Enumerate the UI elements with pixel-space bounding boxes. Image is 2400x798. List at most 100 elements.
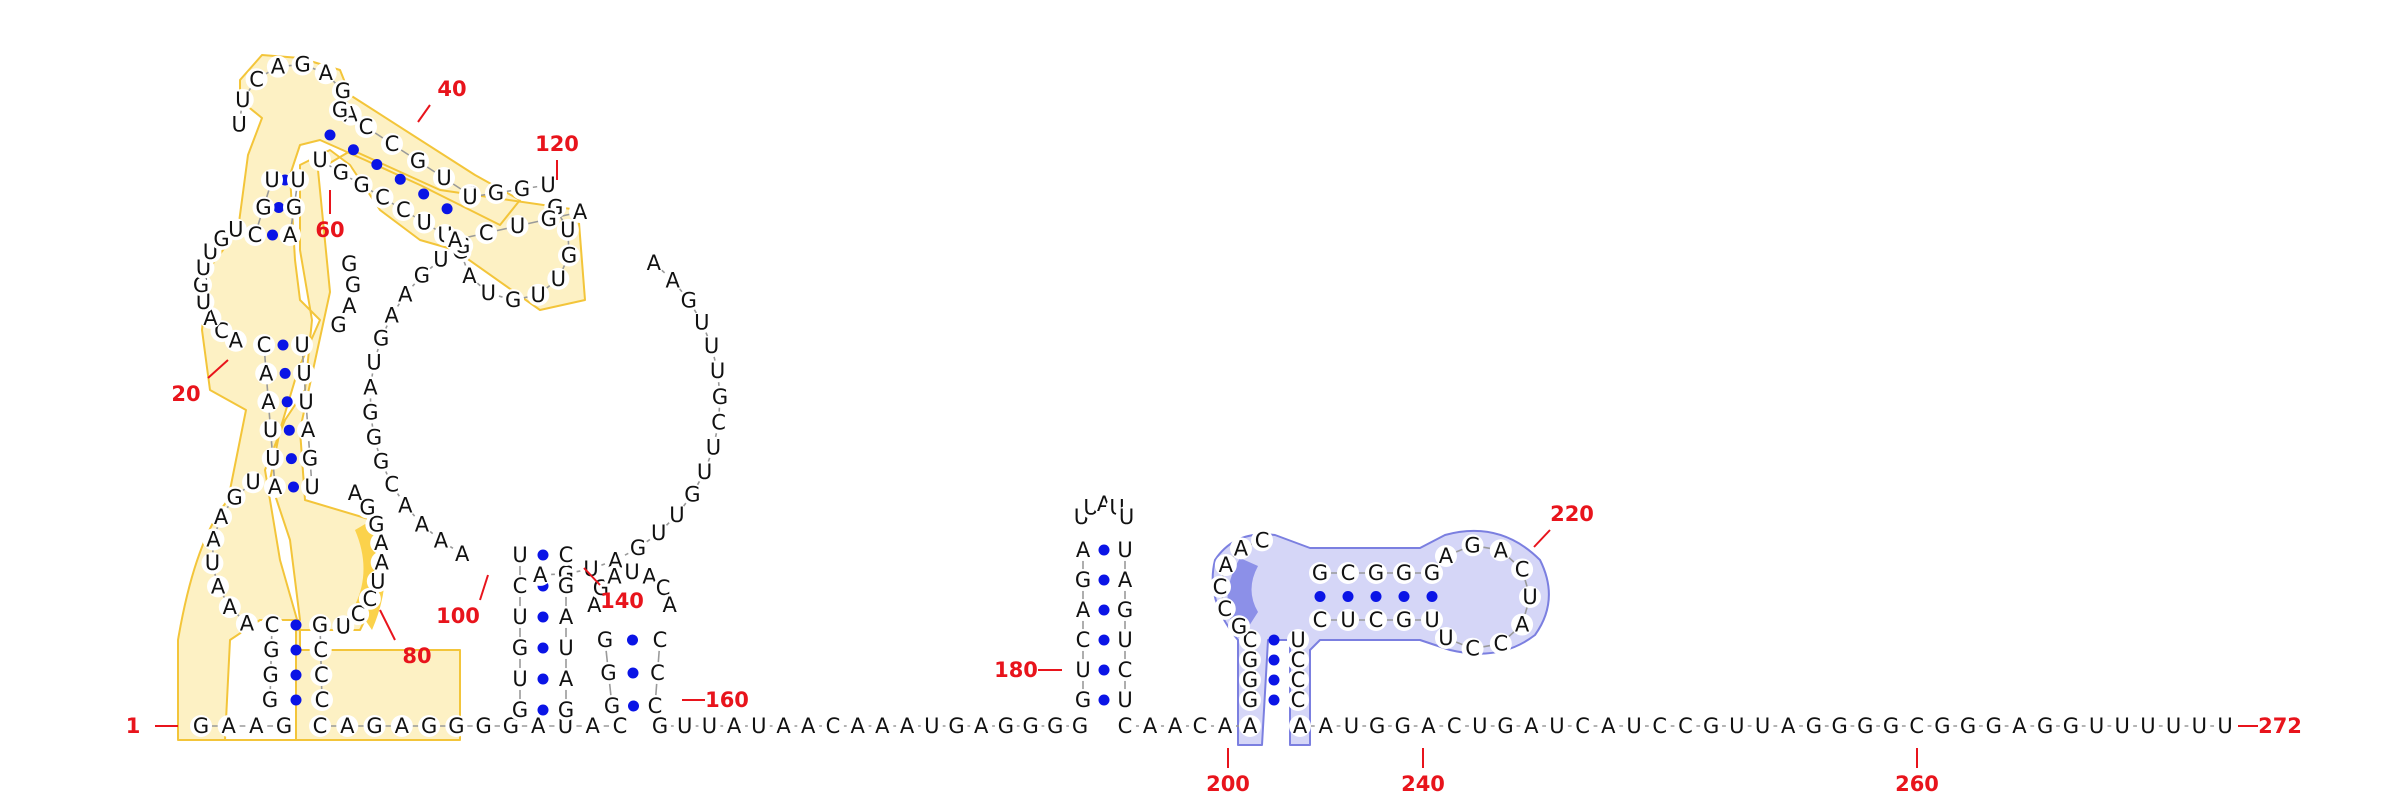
nucleotide-A: A	[221, 714, 236, 738]
nucleotide-A: A	[415, 512, 430, 536]
nucleotide-bg	[673, 715, 696, 737]
nucleotide-bg	[527, 715, 550, 737]
base-pair-dot	[273, 202, 285, 213]
nucleotide-bg	[1239, 689, 1261, 711]
nucleotide-bg	[261, 614, 283, 636]
base-pair-dot	[394, 173, 406, 185]
nucleotide-bg	[261, 169, 283, 191]
nucleotide-G: G	[1703, 714, 1719, 738]
nucleotide-bg	[1114, 689, 1136, 711]
nucleotide-G: G	[414, 264, 430, 288]
nucleotide-bg	[295, 390, 317, 413]
nucleotide-bg	[627, 537, 650, 560]
nucleotide-C: C	[1369, 608, 1384, 632]
position-label-260: 260	[1895, 772, 1939, 796]
nucleotide-A: A	[1421, 714, 1436, 738]
position-label-140: 140	[600, 589, 644, 613]
nucleotide-bg	[287, 169, 309, 191]
nucleotide-bg	[1489, 632, 1512, 655]
big-loop-left-backbone	[369, 245, 463, 555]
nucleotide-A: A	[1218, 714, 1233, 738]
nucleotide-bg	[343, 481, 366, 504]
nucleotide-G: G	[421, 714, 437, 738]
nucleotide-bg	[1114, 599, 1136, 621]
nucleotide-bg	[371, 186, 394, 209]
nucleotide-A: A	[240, 612, 255, 636]
nucleotide-bg	[1214, 715, 1236, 737]
base-pair-dot	[290, 644, 302, 656]
nucleotide-C: C	[315, 688, 330, 712]
nucleotide-bg	[555, 699, 577, 721]
base-pair-dot	[279, 367, 291, 379]
nucleotide-bg	[2136, 715, 2159, 737]
nucleotide-bg	[970, 715, 993, 737]
nucleotide-U: U	[551, 267, 566, 291]
nucleotide-bg	[583, 594, 606, 617]
nucleotide-bg	[363, 715, 386, 737]
nucleotide-bg	[1461, 637, 1484, 660]
nucleotide-bg	[1072, 599, 1094, 621]
nucleotide-U: U	[512, 543, 527, 567]
nucleotide-G: G	[1857, 714, 1873, 738]
nucleotide-U: U	[702, 714, 717, 738]
nucleotide-C: C	[359, 115, 374, 139]
nucleotide-U: U	[196, 290, 211, 314]
nucleotide-G: G	[263, 663, 279, 687]
nucleotide-bg	[245, 715, 268, 737]
nucleotide-bg	[458, 264, 481, 287]
nucleotide-U: U	[706, 436, 721, 460]
position-tick-100	[479, 574, 489, 601]
nucleotide-bg	[299, 447, 321, 470]
nucleotide-bg	[283, 196, 305, 219]
nucleotide-U: U	[294, 333, 309, 357]
nucleotide-bg	[264, 476, 286, 498]
base-pair-dot	[1342, 591, 1354, 602]
nucleotide-A: A	[1515, 613, 1530, 637]
nucleotide-A: A	[1601, 714, 1616, 738]
nucleotide-G: G	[1075, 568, 1091, 592]
nucleotide-bg	[1366, 715, 1389, 737]
nucleotide-bg	[603, 565, 626, 588]
nucleotide-C: C	[1465, 637, 1480, 661]
nucleotide-bg	[693, 460, 716, 483]
nucleotide-G: G	[286, 196, 302, 220]
nucleotide-A: A	[271, 55, 286, 79]
nucleotide-G: G	[1231, 614, 1247, 638]
nucleotide-bg	[410, 264, 433, 287]
nucleotide-A: A	[259, 361, 274, 385]
nucleotide-bg	[418, 715, 441, 737]
nucleotide-bg	[506, 215, 529, 237]
nucleotide-G: G	[1369, 714, 1385, 738]
nucleotide-A: A	[850, 714, 865, 738]
nucleotide-bg	[218, 596, 241, 619]
position-label-180: 180	[994, 658, 1038, 682]
nucleotide-C: C	[314, 663, 329, 687]
nucleotide-C: C	[711, 410, 726, 434]
nucleotide-bg	[1072, 569, 1094, 591]
nucleotide-bg	[1494, 715, 1517, 737]
nucleotide-bg	[649, 715, 671, 737]
nucleotide-bg	[429, 248, 452, 271]
nucleotide-U: U	[1290, 628, 1305, 652]
nucleotide-A: A	[1439, 544, 1454, 568]
nucleotide-C: C	[656, 576, 671, 600]
nucleotide-G: G	[263, 638, 279, 662]
nucleotide-U: U	[245, 470, 260, 494]
nucleotide-U: U	[2115, 714, 2130, 738]
nucleotide-G: G	[276, 714, 292, 738]
nucleotide-bg	[255, 362, 278, 385]
nucleotide-A: A	[642, 564, 657, 588]
nucleotide-bg	[224, 218, 247, 241]
nucleotide-bg	[2034, 715, 2057, 737]
nucleotide-A: A	[665, 268, 680, 292]
nucleotide-G: G	[335, 79, 351, 103]
nucleotide-A: A	[462, 264, 477, 288]
nucleotide-G: G	[1072, 714, 1088, 738]
nucleotide-A: A	[1494, 538, 1509, 562]
position-label-1: 1	[126, 714, 141, 738]
nucleotide-bg	[1461, 534, 1484, 557]
nucleotide-A: A	[559, 667, 574, 691]
nucleotide-bg	[509, 637, 531, 659]
